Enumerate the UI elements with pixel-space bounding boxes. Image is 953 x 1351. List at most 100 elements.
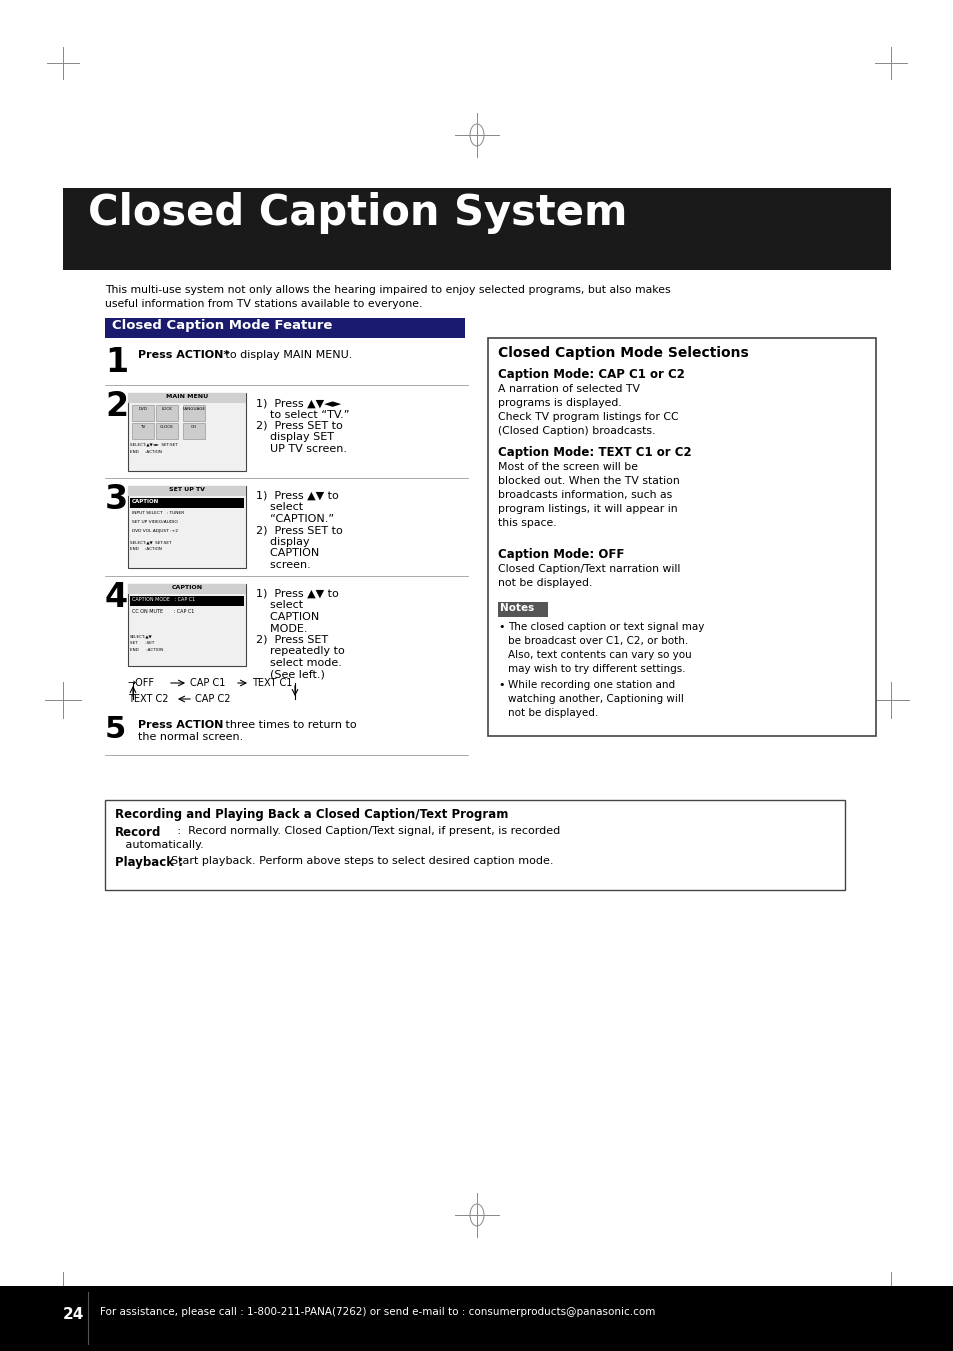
Text: CAPTION: CAPTION (172, 585, 202, 590)
Text: 2)  Press SET to: 2) Press SET to (255, 422, 342, 431)
Text: Most of the screen will be
blocked out. When the TV station
broadcasts informati: Most of the screen will be blocked out. … (497, 462, 679, 528)
Text: display: display (255, 536, 310, 547)
Text: Record: Record (115, 825, 161, 839)
Text: SET UP VIDEO/AUDIO: SET UP VIDEO/AUDIO (132, 520, 177, 524)
Text: LOCK: LOCK (161, 407, 172, 411)
Text: 1: 1 (105, 346, 128, 380)
Text: :  Record normally. Closed Caption/Text signal, if present, is recorded: : Record normally. Closed Caption/Text s… (167, 825, 559, 836)
Text: END     :ACTION: END :ACTION (130, 450, 162, 454)
Text: A narration of selected TV
programs is displayed.
Check TV program listings for : A narration of selected TV programs is d… (497, 384, 678, 436)
Text: select: select (255, 600, 303, 611)
Text: The closed caption or text signal may
be broadcast over C1, C2, or both.
Also, t: The closed caption or text signal may be… (507, 621, 703, 674)
Text: SELECT:▲▼  SET:SET: SELECT:▲▼ SET:SET (130, 540, 172, 544)
Text: SET UP TV: SET UP TV (169, 486, 205, 492)
Text: This multi-use system not only allows the hearing impaired to enjoy selected pro: This multi-use system not only allows th… (105, 285, 670, 309)
Text: 2: 2 (105, 390, 128, 423)
Bar (128, 486, 246, 496)
Text: While recording one station and
watching another, Captioning will
not be display: While recording one station and watching… (507, 680, 683, 717)
Text: CAPTION: CAPTION (132, 499, 159, 504)
Text: 3: 3 (105, 484, 128, 516)
Text: Closed Caption Mode Feature: Closed Caption Mode Feature (112, 319, 332, 332)
Bar (488, 338, 875, 736)
Text: CAPTION MODE   : CAP C1: CAPTION MODE : CAP C1 (132, 597, 195, 603)
Text: END     :ACTION: END :ACTION (130, 547, 162, 551)
Text: 1)  Press ▲▼◄►: 1) Press ▲▼◄► (255, 399, 341, 408)
Bar (156, 405, 178, 422)
Text: “CAPTION.”: “CAPTION.” (255, 513, 334, 524)
Text: 2)  Press SET to: 2) Press SET to (255, 526, 342, 535)
Text: select mode.: select mode. (255, 658, 341, 667)
Text: CAP C2: CAP C2 (194, 694, 231, 704)
Text: Recording and Playing Back a Closed Caption/Text Program: Recording and Playing Back a Closed Capt… (115, 808, 508, 821)
Text: (See left.): (See left.) (255, 670, 325, 680)
Text: DVD: DVD (138, 407, 148, 411)
Text: •: • (497, 680, 504, 690)
Text: 24: 24 (63, 1306, 84, 1323)
Text: Playback :: Playback : (115, 857, 183, 869)
Text: •: • (497, 621, 504, 632)
Text: Press ACTION*: Press ACTION* (138, 350, 229, 359)
Text: CH: CH (191, 426, 196, 430)
Text: Closed Caption Mode Selections: Closed Caption Mode Selections (497, 346, 748, 359)
Text: Caption Mode: TEXT C1 or C2: Caption Mode: TEXT C1 or C2 (497, 446, 691, 459)
Text: 4: 4 (105, 581, 128, 613)
Text: Caption Mode: CAP C1 or C2: Caption Mode: CAP C1 or C2 (497, 367, 684, 381)
Text: Closed Caption System: Closed Caption System (88, 192, 627, 234)
Bar (105, 800, 844, 890)
Text: repeatedly to: repeatedly to (255, 647, 344, 657)
Text: SELECT:▲▼◄►  SET:SET: SELECT:▲▼◄► SET:SET (130, 443, 177, 447)
Text: TV: TV (140, 426, 146, 430)
Text: 5: 5 (105, 715, 126, 744)
Text: the normal screen.: the normal screen. (138, 732, 243, 742)
Text: MODE.: MODE. (255, 624, 307, 634)
Text: END      :ACTION: END :ACTION (130, 648, 163, 653)
Bar (128, 486, 246, 567)
Text: UP TV screen.: UP TV screen. (255, 444, 347, 454)
Text: CLOCK: CLOCK (160, 426, 173, 430)
Text: DVD VOL ADJUST :+2: DVD VOL ADJUST :+2 (132, 530, 178, 534)
Bar (156, 423, 178, 439)
Text: CAPTION: CAPTION (255, 549, 319, 558)
Bar (132, 405, 153, 422)
Bar (105, 317, 464, 338)
Bar (132, 423, 153, 439)
Bar (130, 596, 244, 607)
Text: MAIN MENU: MAIN MENU (166, 394, 208, 399)
Bar (128, 584, 246, 666)
Bar (128, 584, 246, 594)
Text: to select “TV.”: to select “TV.” (255, 409, 349, 420)
Text: display SET: display SET (255, 432, 334, 443)
Bar (0, 1286, 953, 1351)
Text: Press ACTION: Press ACTION (138, 720, 223, 730)
Text: three times to return to: three times to return to (222, 720, 356, 730)
Text: CAP C1: CAP C1 (190, 678, 225, 688)
Bar (128, 393, 246, 403)
Text: Caption Mode: OFF: Caption Mode: OFF (497, 549, 623, 561)
Text: TEXT C2: TEXT C2 (128, 694, 169, 704)
Bar (183, 405, 205, 422)
Text: to display MAIN MENU.: to display MAIN MENU. (222, 350, 352, 359)
Text: screen.: screen. (255, 561, 311, 570)
Text: SELECT:▲▼: SELECT:▲▼ (130, 634, 152, 638)
Text: TEXT C1: TEXT C1 (252, 678, 292, 688)
Text: INPUT SELECT   : TUNER: INPUT SELECT : TUNER (132, 511, 184, 515)
Text: CC ON MUTE       : CAP C1: CC ON MUTE : CAP C1 (132, 609, 194, 613)
Text: 2)  Press SET: 2) Press SET (255, 635, 328, 644)
Bar (128, 393, 246, 471)
Text: Start playback. Perform above steps to select desired caption mode.: Start playback. Perform above steps to s… (171, 857, 553, 866)
Text: automatically.: automatically. (115, 840, 204, 850)
Text: Notes: Notes (499, 603, 534, 613)
Bar (497, 603, 547, 617)
Text: select: select (255, 503, 303, 512)
Text: SET      :SET: SET :SET (130, 640, 154, 644)
Text: For assistance, please call : 1-800-211-PANA(7262) or send e-mail to : consumerp: For assistance, please call : 1-800-211-… (100, 1306, 655, 1317)
Bar (63, 188, 890, 270)
Text: 1)  Press ▲▼ to: 1) Press ▲▼ to (255, 490, 338, 501)
Bar (183, 423, 205, 439)
Text: CAPTION: CAPTION (255, 612, 319, 621)
Text: LANGUAGE: LANGUAGE (182, 407, 205, 411)
Bar (130, 499, 244, 508)
Text: Closed Caption/Text narration will
not be displayed.: Closed Caption/Text narration will not b… (497, 563, 679, 588)
Text: →OFF: →OFF (128, 678, 154, 688)
Text: 1)  Press ▲▼ to: 1) Press ▲▼ to (255, 589, 338, 598)
